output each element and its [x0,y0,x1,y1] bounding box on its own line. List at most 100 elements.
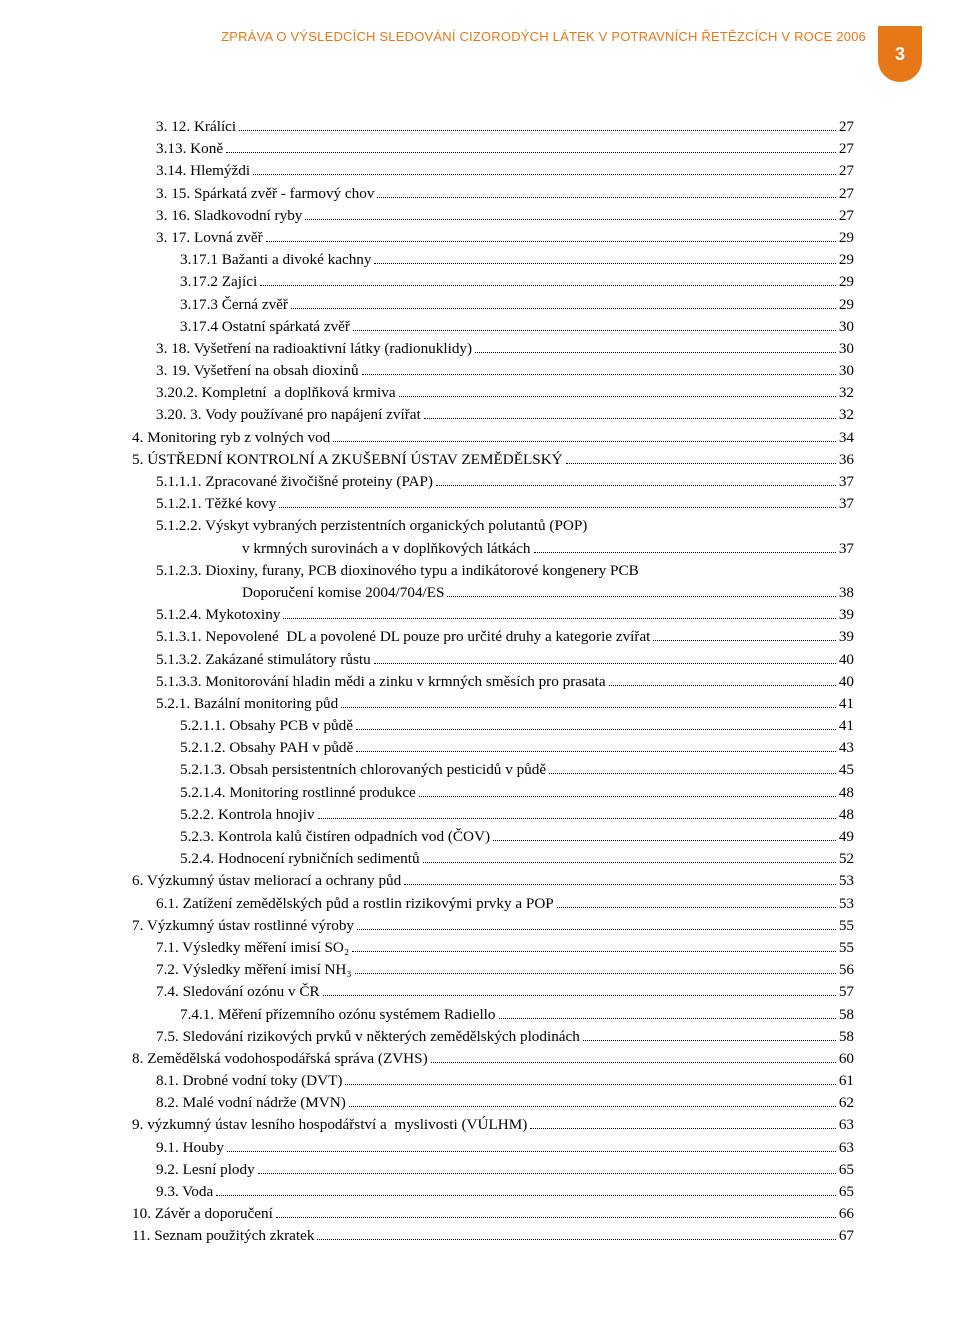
toc-page: 52 [839,848,854,870]
toc-row: 3.20.2. Kompletní a doplňková krmiva 32 [132,382,854,404]
toc-row: 5.1.3.3. Monitorování hladin mědi a zink… [132,671,854,693]
toc-label: 9.3. Voda [156,1181,213,1203]
toc-label: 5.1.2.1. Těžké kovy [156,493,276,515]
toc-row: 5.2.1.2. Obsahy PAH v půdě43 [132,737,854,759]
toc-label: 11. Seznam použitých zkratek [132,1225,314,1247]
toc-leader-dots [653,640,835,641]
toc-page: 32 [839,382,854,404]
toc-label: 5.1.3.1. Nepovolené DL a povolené DL pou… [156,626,650,648]
toc-leader-dots [258,1173,836,1174]
toc-row: 7. Výzkumný ústav rostlinné výroby 55 [132,915,854,937]
toc-label: 3.20. 3. Vody používané pro napájení zví… [156,404,421,426]
toc-page: 58 [839,1026,854,1048]
toc-row: 7.1. Výsledky měření imisí SO₂55 [132,937,854,959]
toc-row: v krmných surovinách a v doplňkových lát… [132,538,854,560]
toc-row: 11. Seznam použitých zkratek 67 [132,1225,854,1247]
toc-page: 56 [839,959,854,981]
toc-page: 65 [839,1159,854,1181]
toc-page: 27 [839,160,854,182]
toc-row: 8.2. Malé vodní nádrže (MVN) 62 [132,1092,854,1114]
toc-leader-dots [530,1128,836,1129]
toc-leader-dots [291,308,836,309]
toc-label: 7.1. Výsledky měření imisí SO₂ [156,937,349,959]
toc-leader-dots [493,840,836,841]
table-of-contents: 3. 12. Králíci273.13. Koně273.14. Hlemýž… [132,116,854,1248]
toc-label: 8.2. Malé vodní nádrže (MVN) [156,1092,346,1114]
toc-leader-dots [341,707,836,708]
toc-row: 3.17.3 Černá zvěř 29 [132,294,854,316]
toc-leader-dots [283,618,835,619]
toc-leader-dots [377,197,835,198]
toc-page: 32 [839,404,854,426]
toc-page: 53 [839,893,854,915]
toc-leader-dots [374,663,836,664]
toc-page: 34 [839,427,854,449]
toc-label: v krmných surovinách a v doplňkových lát… [242,538,531,560]
toc-row: 8. Zemědělská vodohospodářská správa (ZV… [132,1048,854,1070]
toc-label: 9. výzkumný ústav lesního hospodářství a… [132,1114,527,1136]
toc-label: 10. Závěr a doporučení [132,1203,273,1225]
toc-label: 5.2.3. Kontrola kalů čistíren odpadních … [180,826,490,848]
toc-label: 3. 16. Sladkovodní ryby [156,205,302,227]
toc-label: 3.17.2 Zajíci [180,271,257,293]
toc-page: 29 [839,227,854,249]
toc-row: 3. 17. Lovná zvěř29 [132,227,854,249]
toc-label: Doporučení komise 2004/704/ES [242,582,444,604]
toc-leader-dots [239,130,836,131]
toc-label: 7.2. Výsledky měření imisí NH₃ [156,959,352,981]
header-title: ZPRÁVA O VÝSLEDCÍCH SLEDOVÁNÍ CIZORODÝCH… [221,29,866,44]
toc-leader-dots [431,1062,836,1063]
toc-leader-dots [318,818,836,819]
toc-leader-dots [226,152,836,153]
toc-label: 5.2.1.1. Obsahy PCB v půdě [180,715,353,737]
toc-page: 29 [839,294,854,316]
toc-leader-dots [399,396,836,397]
toc-row: 3. 19. Vyšetření na obsah dioxinů30 [132,360,854,382]
toc-leader-dots [279,507,835,508]
toc-page: 40 [839,671,854,693]
toc-label: 5.2.1.2. Obsahy PAH v půdě [180,737,353,759]
toc-label: 3.17.3 Černá zvěř [180,294,288,316]
toc-label: 8. Zemědělská vodohospodářská správa (ZV… [132,1048,428,1070]
toc-row: 3.17.1 Bažanti a divoké kachny29 [132,249,854,271]
toc-leader-dots [317,1239,835,1240]
toc-leader-dots [323,995,836,996]
toc-page: 66 [839,1203,854,1225]
toc-page: 27 [839,183,854,205]
toc-page: 30 [839,338,854,360]
toc-label: 5.2.2. Kontrola hnojiv [180,804,315,826]
toc-leader-dots [276,1217,836,1218]
toc-label: 3.20.2. Kompletní a doplňková krmiva [156,382,396,404]
toc-leader-dots [253,174,836,175]
toc-row: 5.2.1. Bazální monitoring půd 41 [132,693,854,715]
toc-label: 7.4. Sledování ozónu v ČR [156,981,320,1003]
toc-row: 3. 16. Sladkovodní ryby27 [132,205,854,227]
toc-leader-dots [447,596,835,597]
toc-page: 67 [839,1225,854,1247]
toc-row: 5. ÚSTŘEDNÍ KONTROLNÍ A ZKUŠEBNÍ ÚSTAV Z… [132,449,854,471]
toc-leader-dots [356,729,836,730]
toc-label: 5.1.3.3. Monitorování hladin mědi a zink… [156,671,606,693]
toc-page: 36 [839,449,854,471]
toc-page: 61 [839,1070,854,1092]
toc-label: 7. Výzkumný ústav rostlinné výroby [132,915,354,937]
toc-leader-dots [216,1195,836,1196]
toc-label: 3. 12. Králíci [156,116,236,138]
toc-label: 3. 15. Spárkatá zvěř - farmový chov [156,183,374,205]
toc-leader-dots [499,1018,836,1019]
toc-row: 5.1.2.4. Mykotoxiny39 [132,604,854,626]
toc-row: 9.1. Houby63 [132,1137,854,1159]
toc-label: 8.1. Drobné vodní toky (DVT) [156,1070,342,1092]
toc-leader-dots [549,773,836,774]
toc-leader-dots [355,973,836,974]
toc-row: 3. 15. Spárkatá zvěř - farmový chov 27 [132,183,854,205]
toc-leader-dots [356,751,836,752]
toc-page: 62 [839,1092,854,1114]
toc-row: 5.2.1.3. Obsah persistentních chlorovaný… [132,759,854,781]
toc-page: 53 [839,870,854,892]
toc-row: 3.13. Koně27 [132,138,854,160]
toc-page: 55 [839,915,854,937]
toc-row: 5.1.3.1. Nepovolené DL a povolené DL pou… [132,626,854,648]
toc-label: 3. 19. Vyšetření na obsah dioxinů [156,360,359,382]
toc-leader-dots [424,418,836,419]
